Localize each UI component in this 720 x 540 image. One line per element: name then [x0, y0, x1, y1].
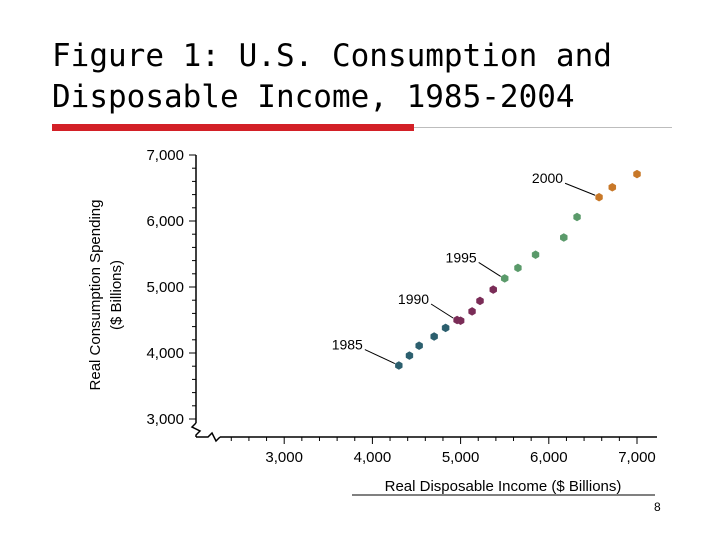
data-point [500, 274, 509, 283]
x-tick-label: 5,000 [442, 449, 480, 466]
y-axis-label-line-1: Real Consumption Spending [87, 200, 104, 391]
data-point [405, 351, 414, 360]
slide-title: Figure 1: U.S. Consumption and Disposabl… [52, 36, 692, 118]
x-tick-label: 3,000 [265, 449, 303, 466]
y-tick-label: 6,000 [146, 213, 184, 230]
y-tick-label: 7,000 [146, 147, 184, 164]
annotation-leader [430, 303, 454, 319]
annotation-leader [478, 261, 501, 277]
annotation-label: 1995 [446, 249, 477, 265]
x-axis-label: Real Disposable Income ($ Billions) [385, 478, 622, 495]
y-tick-label: 4,000 [146, 345, 184, 362]
y-tick-label: 3,000 [146, 411, 184, 428]
data-point [430, 332, 438, 341]
data-point [489, 285, 497, 294]
y-tick-label: 5,000 [146, 279, 184, 296]
data-point [560, 233, 568, 242]
slide-title-line-1: Figure 1: U.S. Consumption and [52, 38, 612, 74]
data-point [633, 169, 641, 179]
page-number: 8 [654, 500, 661, 514]
annotation-leader [564, 182, 596, 196]
data-point [415, 341, 423, 350]
annotation-label: 1985 [332, 337, 363, 353]
axes: 3,000 4,000 5,000 6,000 7,000 3,000 4,000 5,000… [146, 147, 657, 466]
data-point [468, 307, 476, 316]
x-tick-label: 7,000 [618, 449, 656, 466]
data-points [395, 169, 641, 370]
data-point [573, 212, 581, 222]
slide-title-line-2: Disposable Income, 1985-2004 [52, 79, 575, 115]
data-point [531, 250, 540, 259]
x-axis-break [196, 431, 221, 443]
x-tick-label: 6,000 [530, 449, 568, 466]
data-point [595, 192, 603, 202]
data-point [395, 361, 403, 370]
annotation-label: 2000 [532, 170, 563, 186]
annotation-leader [364, 349, 396, 364]
title-accent-bar [52, 124, 414, 131]
y-axis-break [190, 422, 202, 437]
data-point [441, 323, 450, 333]
annotations: 1985 1990 1995 2000 [332, 170, 596, 364]
data-point [476, 296, 484, 306]
x-tick-label: 4,000 [354, 449, 392, 466]
data-point [608, 183, 617, 192]
annotation-label: 1990 [398, 291, 429, 307]
y-axis-label-line-2: ($ Billions) [108, 260, 125, 330]
data-point [456, 316, 465, 325]
data-point [514, 263, 522, 273]
